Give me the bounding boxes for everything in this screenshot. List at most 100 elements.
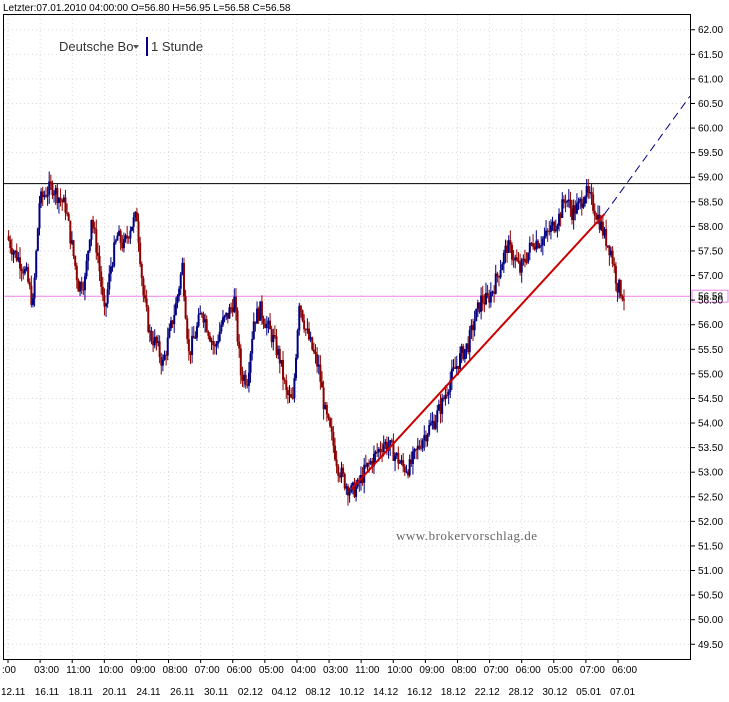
candle-body [38, 203, 41, 229]
y-tick-label: 51.00 [698, 566, 723, 577]
candle-body [519, 262, 522, 273]
candle-body [14, 250, 17, 253]
candle-body [116, 235, 119, 241]
y-tick-label: 50.50 [698, 591, 723, 602]
candle-body [280, 359, 283, 364]
candle-body [176, 295, 179, 304]
x-date-label: 30.11 [204, 687, 229, 698]
candle-body [239, 348, 242, 376]
candle-body [478, 302, 481, 312]
candle-body [83, 276, 86, 291]
candle-body [613, 263, 616, 266]
candle-body [486, 292, 489, 296]
candle-body [314, 351, 317, 355]
candle-body [132, 217, 135, 227]
candle-body [348, 491, 351, 496]
candle-body [221, 317, 224, 325]
x-date-label: 14.12 [373, 687, 398, 698]
candle-body [411, 451, 414, 465]
candle-body [415, 449, 418, 451]
y-tick-label: 53.00 [698, 468, 723, 479]
candle-body [444, 394, 447, 400]
candle-body [145, 298, 148, 308]
candle-body [324, 404, 327, 410]
candle-body [299, 305, 302, 311]
candle-body [611, 250, 614, 264]
candle-body [392, 441, 395, 461]
candle-body [400, 460, 403, 463]
candle-body [572, 205, 575, 220]
candle-body [595, 215, 598, 220]
y-tick-label: 52.50 [698, 492, 723, 503]
candle-body [113, 242, 116, 267]
candle-body [51, 184, 54, 196]
candle-body [449, 380, 452, 392]
y-tick-label: 57.00 [698, 271, 723, 282]
x-time-label: :00 [2, 665, 16, 676]
candle-body [256, 308, 259, 324]
x-date-label: 07.01 [610, 687, 635, 698]
candle-body [304, 329, 307, 331]
candle-body [215, 343, 218, 347]
candle-body [182, 262, 185, 297]
candle-body [246, 384, 249, 386]
candle-body [398, 462, 401, 464]
last-price-marker [691, 289, 729, 303]
candle-body [571, 208, 574, 220]
candle-body [111, 266, 114, 268]
candle-body [118, 230, 121, 236]
candle-body [377, 448, 380, 453]
y-tick-label: 52.00 [698, 517, 723, 528]
candle-body [12, 252, 15, 255]
candle-body [27, 267, 30, 283]
candle-body [433, 420, 436, 429]
candle-body [202, 314, 205, 323]
candle-body [277, 349, 280, 355]
candle-body [150, 330, 153, 341]
candle-body [67, 213, 70, 221]
candle-body [446, 394, 449, 396]
candle-body [532, 243, 535, 247]
candle-body [124, 235, 127, 240]
candle-body [158, 341, 161, 358]
candle-body [208, 335, 211, 342]
x-date-label: 12.11 [1, 687, 26, 698]
candle-body [335, 459, 338, 467]
candle-body [533, 246, 536, 250]
candle-body [265, 323, 268, 329]
candle-body [100, 271, 103, 287]
candle-body [580, 198, 583, 208]
instrument-selector[interactable]: Deutsche Bo 1 Stunde [59, 37, 203, 56]
candle-body [588, 192, 591, 194]
candle-body [575, 203, 578, 214]
candle-body [197, 314, 200, 327]
candle-body [475, 308, 478, 322]
candle-body [56, 187, 59, 203]
candle-body [187, 339, 190, 352]
candle-body [413, 449, 416, 452]
quote-header: Letzter:07.01.2010 04:00:00 O=56.80 H=56… [3, 3, 291, 14]
x-date-label: 08.12 [306, 687, 331, 698]
candle-body [69, 220, 72, 244]
candle-body [108, 273, 111, 290]
candle-body [226, 312, 229, 319]
x-axis: :00 03:00 11:00 10:00 09:00 08:00 07:00 06:00 05… [1, 659, 637, 698]
candle-body [213, 345, 216, 347]
candle-body [548, 231, 551, 233]
y-tick-label: 62.00 [698, 25, 723, 36]
candle-body [562, 199, 565, 203]
candle-body [459, 353, 462, 369]
chevron-down-icon[interactable] [133, 45, 139, 49]
candle-body [80, 282, 83, 290]
candle-body [408, 459, 411, 476]
last-price-label: 56.58 [698, 292, 723, 303]
y-axis: 62.00 61.50 61.00 60.50 60.00 59.50 59.00 58.50… [690, 25, 723, 651]
candle-body [44, 195, 47, 197]
x-date-label: 18.11 [69, 687, 94, 698]
candle-body [122, 239, 125, 249]
candle-body [79, 282, 82, 292]
candle-body [252, 321, 255, 340]
candle-body [597, 214, 600, 220]
candle-body [579, 198, 582, 202]
candle-body [558, 213, 561, 226]
